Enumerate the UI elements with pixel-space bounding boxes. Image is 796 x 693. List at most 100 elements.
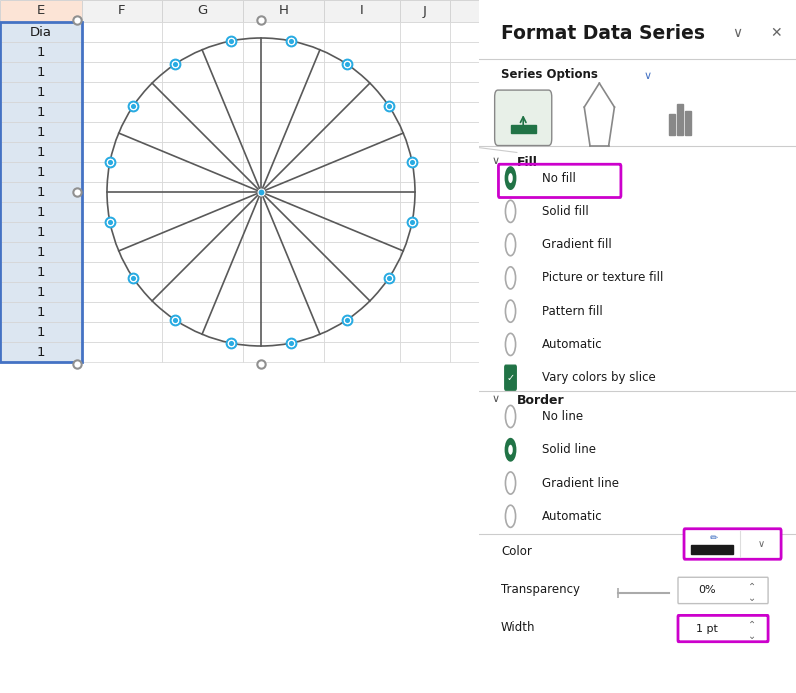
Text: Border: Border <box>517 394 564 407</box>
Text: ∨: ∨ <box>644 71 652 81</box>
Bar <box>450 122 479 142</box>
Bar <box>82 302 162 322</box>
Bar <box>82 142 162 162</box>
Text: Gradient fill: Gradient fill <box>542 238 612 251</box>
Text: ✏: ✏ <box>709 533 717 543</box>
Bar <box>0 262 82 282</box>
Text: G: G <box>197 4 208 17</box>
Bar <box>82 262 162 282</box>
Bar <box>400 82 450 102</box>
Circle shape <box>508 173 513 183</box>
FancyBboxPatch shape <box>684 529 781 559</box>
Bar <box>324 302 400 322</box>
Bar <box>324 342 400 362</box>
Bar <box>243 322 324 342</box>
Text: Fill: Fill <box>517 156 538 169</box>
Bar <box>243 242 324 262</box>
Circle shape <box>505 405 516 428</box>
Bar <box>82 222 162 242</box>
Bar <box>243 122 324 142</box>
Bar <box>400 182 450 202</box>
Bar <box>400 122 450 142</box>
Text: ⌃: ⌃ <box>747 620 755 629</box>
Bar <box>82 102 162 122</box>
Bar <box>243 102 324 122</box>
Bar <box>324 162 400 182</box>
Bar <box>450 262 479 282</box>
Bar <box>510 125 536 133</box>
Bar <box>162 182 243 202</box>
Text: Pattern fill: Pattern fill <box>542 305 603 317</box>
Text: 1: 1 <box>37 245 45 258</box>
Bar <box>82 202 162 222</box>
Text: ⌄: ⌄ <box>747 631 755 641</box>
Bar <box>324 262 400 282</box>
Text: ∨: ∨ <box>491 156 500 166</box>
Bar <box>82 242 162 262</box>
Bar <box>162 82 243 102</box>
Bar <box>162 282 243 302</box>
Bar <box>450 302 479 322</box>
Bar <box>162 242 243 262</box>
FancyBboxPatch shape <box>678 615 768 642</box>
Text: F: F <box>119 4 126 17</box>
Text: 1: 1 <box>37 286 45 299</box>
Text: Automatic: Automatic <box>542 338 603 351</box>
Bar <box>162 202 243 222</box>
Bar <box>400 242 450 262</box>
Bar <box>162 162 243 182</box>
Bar <box>400 222 450 242</box>
FancyBboxPatch shape <box>505 365 517 390</box>
Text: 1: 1 <box>37 85 45 98</box>
Circle shape <box>505 234 516 256</box>
Bar <box>450 62 479 82</box>
Bar <box>162 0 243 22</box>
Text: ✓: ✓ <box>506 373 514 383</box>
Bar <box>324 202 400 222</box>
Bar <box>0 162 82 182</box>
Bar <box>324 82 400 102</box>
Circle shape <box>508 445 513 455</box>
Bar <box>324 102 400 122</box>
Bar <box>400 102 450 122</box>
Bar <box>450 182 479 202</box>
Bar <box>82 42 162 62</box>
Bar <box>0 202 82 222</box>
Text: Format Data Series: Format Data Series <box>501 24 705 43</box>
Text: ∨: ∨ <box>758 539 765 549</box>
Bar <box>162 62 243 82</box>
Bar <box>82 22 162 42</box>
Bar <box>450 102 479 122</box>
Text: Solid line: Solid line <box>542 444 596 456</box>
Bar <box>450 42 479 62</box>
Bar <box>243 342 324 362</box>
Bar <box>82 162 162 182</box>
Text: ⌃: ⌃ <box>747 581 755 591</box>
Bar <box>400 262 450 282</box>
Bar <box>0 242 82 262</box>
Bar <box>324 142 400 162</box>
Bar <box>450 162 479 182</box>
Bar <box>400 322 450 342</box>
Circle shape <box>505 300 516 322</box>
Bar <box>324 22 400 42</box>
Text: 1: 1 <box>37 225 45 238</box>
Text: ⌄: ⌄ <box>747 593 755 603</box>
Bar <box>0 302 82 322</box>
Text: Transparency: Transparency <box>501 583 580 596</box>
Text: Series Options: Series Options <box>501 68 598 81</box>
Text: Color: Color <box>501 545 532 558</box>
Bar <box>243 62 324 82</box>
Text: 1: 1 <box>37 125 45 139</box>
Bar <box>0 42 82 62</box>
Bar <box>0 0 82 22</box>
Bar <box>669 114 675 135</box>
Bar <box>450 22 479 42</box>
Bar <box>0 282 82 302</box>
Bar <box>82 182 162 202</box>
Bar <box>82 342 162 362</box>
Bar <box>685 111 691 135</box>
Bar <box>162 222 243 242</box>
Bar <box>82 82 162 102</box>
Text: Vary colors by slice: Vary colors by slice <box>542 371 656 384</box>
